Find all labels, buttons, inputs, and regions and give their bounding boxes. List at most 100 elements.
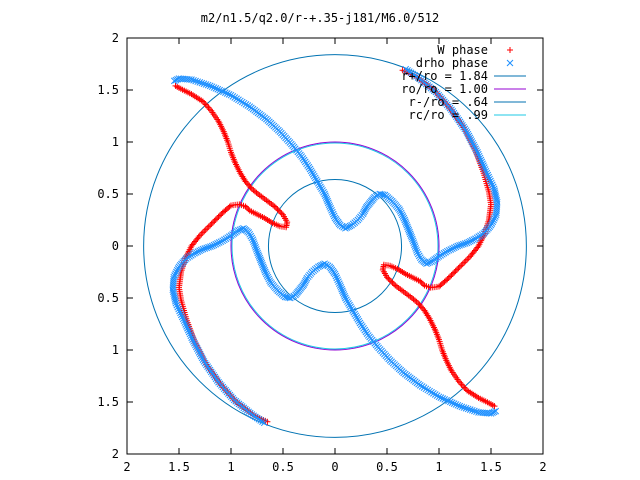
- w-phase-point: [420, 306, 427, 313]
- drho-phase-point: [310, 172, 318, 180]
- drho-phase-point: [174, 265, 182, 272]
- drho-phase-point: [250, 240, 258, 247]
- drho-phase-point: [242, 100, 250, 108]
- w-phase-point: [451, 269, 458, 276]
- drho-phase-point: [174, 303, 182, 311]
- drho-phase-point: [350, 308, 358, 316]
- drho-phase-point: [259, 261, 266, 269]
- w-phase-point: [205, 104, 212, 111]
- drho-phase-point: [352, 312, 360, 320]
- drho-phase-point: [262, 270, 270, 278]
- drho-phase-point: [172, 299, 180, 307]
- drho-phase-point: [221, 89, 229, 97]
- drho-phase-point: [414, 250, 422, 258]
- drho-phase-point: [400, 214, 408, 222]
- drho-phase-point: [192, 249, 200, 256]
- y-tick-label: 1.5: [97, 395, 119, 409]
- w-phase-point: [242, 203, 249, 210]
- drho-phase-point: [220, 88, 227, 96]
- drho-phase-point: [196, 247, 203, 255]
- drho-phase-point: [170, 273, 178, 281]
- w-phase-point: [201, 228, 208, 235]
- drho-phase-point: [446, 398, 454, 406]
- drho-phase-point: [433, 392, 441, 400]
- point-layer: [169, 65, 501, 427]
- drho-phase-point: [345, 299, 352, 307]
- drho-phase-point: [170, 77, 178, 85]
- drho-phase-point: [194, 78, 202, 86]
- drho-phase-point: [473, 147, 480, 154]
- drho-phase-point: [343, 296, 350, 304]
- drho-phase-point: [417, 256, 425, 263]
- drho-phase-point: [342, 294, 349, 302]
- drho-phase-series: [169, 65, 501, 427]
- w-phase-point: [218, 211, 225, 218]
- drho-phase-point: [320, 188, 327, 196]
- drho-phase-point: [250, 238, 257, 246]
- drho-phase-point: [492, 191, 499, 198]
- w-phase-point: [243, 179, 250, 186]
- drho-phase-point: [319, 187, 326, 194]
- drho-phase-point: [197, 246, 205, 254]
- drho-phase-point: [191, 339, 198, 347]
- legend-label: r+/ro = 1.84: [401, 69, 488, 83]
- drho-phase-point: [396, 207, 404, 215]
- w-phase-point: [211, 218, 218, 225]
- x-tick-label: 0.5: [272, 460, 294, 474]
- drho-phase-point: [443, 396, 450, 404]
- drho-phase-point: [199, 356, 207, 363]
- drho-phase-point: [428, 258, 436, 265]
- drho-phase-point: [176, 307, 183, 315]
- drho-phase-point: [190, 338, 197, 345]
- drho-phase-point: [200, 358, 208, 365]
- drho-phase-point: [203, 244, 211, 252]
- drho-phase-point: [488, 179, 495, 187]
- drho-phase-point: [225, 90, 233, 98]
- drho-phase-point: [231, 94, 239, 101]
- drho-phase-point: [445, 246, 453, 254]
- drho-phase-point: [327, 205, 335, 212]
- drho-phase-point: [403, 221, 411, 229]
- legend-label: r-/ro = .64: [409, 95, 488, 109]
- drho-phase-point: [235, 96, 242, 104]
- drho-phase-point: [197, 352, 205, 360]
- drho-phase-point: [450, 244, 458, 252]
- w-phase-point: [390, 281, 397, 288]
- drho-phase-point: [353, 314, 361, 321]
- w-phase-point: [454, 266, 461, 273]
- drho-phase-point: [335, 278, 342, 286]
- drho-phase-point: [252, 244, 259, 251]
- w-phase-point: [459, 260, 466, 267]
- drho-phase-point: [240, 99, 248, 107]
- drho-phase-point: [437, 394, 445, 402]
- drho-phase-point: [428, 388, 435, 396]
- drho-phase-point: [458, 403, 466, 411]
- w-phase-point: [467, 253, 474, 260]
- drho-phase-point: [331, 270, 339, 278]
- y-tick-label: 1: [112, 135, 119, 149]
- drho-phase-point: [464, 405, 472, 413]
- drho-phase-point: [313, 178, 321, 185]
- w-phase-point: [464, 256, 471, 263]
- drho-phase-point: [199, 245, 207, 253]
- w-phase-point: [208, 220, 215, 227]
- drho-phase-point: [264, 273, 272, 281]
- drho-phase-point: [462, 404, 470, 412]
- drho-phase-point: [413, 248, 421, 256]
- drho-phase-point: [249, 236, 257, 244]
- drho-phase-point: [237, 97, 244, 105]
- drho-phase-point: [185, 328, 193, 336]
- y-tick-label: 0.5: [97, 291, 119, 305]
- y-tick-label: 1.5: [97, 83, 119, 97]
- w-phase-point: [275, 207, 282, 214]
- drho-phase-point: [261, 268, 269, 276]
- drho-phase-point: [439, 395, 447, 402]
- drho-phase-point: [482, 167, 490, 175]
- x-tick-label: 0: [331, 460, 338, 474]
- circle-series: [231, 142, 439, 350]
- drho-phase-point: [492, 211, 500, 219]
- drho-phase-point: [212, 85, 220, 92]
- y-axis: 2 1.5 1 0.5 0 0.5 1 1.5 2: [97, 31, 543, 461]
- x-tick-label: 2: [123, 460, 130, 474]
- drho-phase-point: [492, 407, 500, 415]
